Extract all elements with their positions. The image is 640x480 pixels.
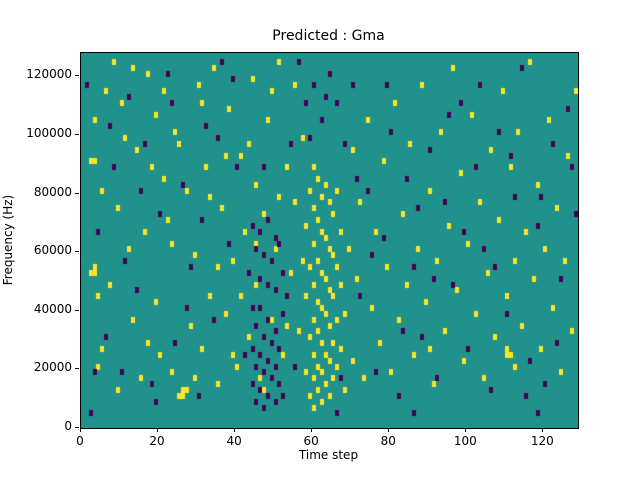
x-tick-mark	[234, 428, 236, 432]
x-tick-label: 40	[226, 434, 242, 448]
chart-title: Predicted : Gma	[272, 28, 385, 44]
y-tick-label: 20000	[33, 360, 72, 375]
x-tick-label: 80	[380, 434, 396, 448]
y-tick-label: 60000	[33, 243, 72, 258]
y-tick-mark	[75, 251, 79, 253]
y-tick-label: 80000	[33, 184, 72, 199]
x-tick-label: 20	[149, 434, 165, 448]
y-tick-label: 120000	[26, 67, 72, 82]
x-axis-label: Time step	[298, 448, 359, 462]
x-tick-mark	[80, 428, 81, 432]
y-tick-mark	[75, 309, 79, 311]
y-tick-mark	[75, 75, 79, 77]
x-tick-label: 60	[303, 434, 319, 448]
y-tick-mark	[75, 192, 79, 194]
x-tick-label: 100	[453, 434, 477, 448]
y-tick-mark	[75, 134, 79, 136]
x-tick-mark	[388, 428, 390, 432]
x-tick-mark	[311, 428, 313, 432]
heatmap-canvas	[81, 53, 578, 428]
y-tick-mark	[75, 427, 79, 428]
x-tick-mark	[157, 428, 159, 432]
y-tick-label: 100000	[26, 126, 72, 141]
y-tick-label: 40000	[33, 301, 72, 316]
plot-area	[80, 52, 579, 429]
x-tick-mark	[465, 428, 467, 432]
y-tick-label: 0	[64, 419, 72, 433]
y-tick-mark	[75, 368, 79, 370]
x-tick-mark	[542, 428, 544, 432]
y-axis-label: Frequency (Hz)	[1, 194, 15, 286]
x-tick-label: 120	[530, 434, 554, 448]
x-tick-label: 0	[76, 434, 84, 448]
